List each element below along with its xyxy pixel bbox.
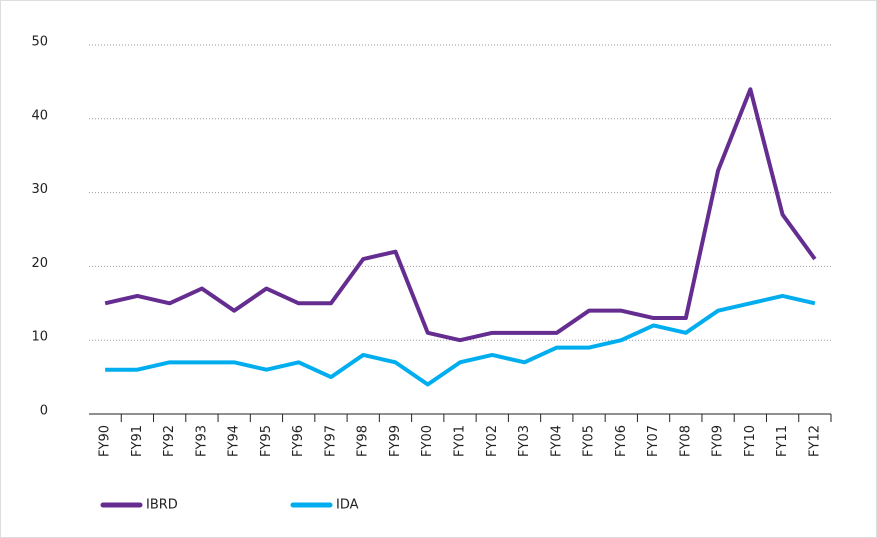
y-tick-label: 20 [31, 256, 48, 271]
x-tick-label: FY02 [485, 425, 500, 457]
series-line [105, 293, 816, 387]
x-tick-label: FY01 [453, 425, 468, 457]
x-tick-label: FY00 [420, 425, 435, 457]
x-tick-label: FY08 [678, 425, 693, 457]
x-tick-label: FY97 [323, 425, 338, 457]
x-tick-label: FY96 [291, 425, 306, 457]
y-tick-label: 30 [31, 182, 48, 197]
x-tick-label: FY92 [162, 425, 177, 457]
y-tick-label: 0 [40, 404, 48, 419]
y-tick-label: 10 [31, 330, 48, 345]
x-tick-label: FY05 [582, 425, 597, 457]
x-tick-label: FY91 [130, 425, 145, 457]
x-tick-label: FY04 [549, 425, 564, 457]
x-tick-label: FY12 [807, 425, 822, 457]
x-tick-label: FY90 [98, 425, 113, 457]
x-tick-label: FY09 [711, 425, 726, 457]
x-tick-label: FY07 [646, 425, 661, 457]
x-tick-label: FY99 [388, 425, 403, 457]
x-tick-label: FY98 [356, 425, 371, 457]
x-tick-label: FY11 [775, 425, 790, 457]
x-tick-label: FY93 [194, 425, 209, 457]
x-tick-label: FY10 [743, 425, 758, 457]
y-tick-label: 50 [31, 35, 48, 50]
x-tick-label: FY94 [227, 425, 242, 457]
legend-label: IDA [336, 498, 359, 513]
x-tick-label: FY95 [259, 425, 274, 457]
x-tick-label: FY06 [614, 425, 629, 457]
x-tick-label: FY03 [517, 425, 532, 457]
y-tick-label: 40 [31, 108, 48, 123]
series-line [104, 87, 817, 343]
legend-label: IBRD [146, 498, 178, 513]
